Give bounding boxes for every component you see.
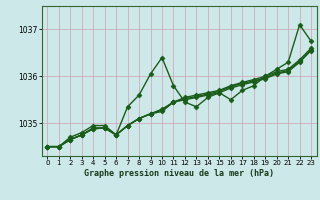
X-axis label: Graphe pression niveau de la mer (hPa): Graphe pression niveau de la mer (hPa)	[84, 169, 274, 178]
